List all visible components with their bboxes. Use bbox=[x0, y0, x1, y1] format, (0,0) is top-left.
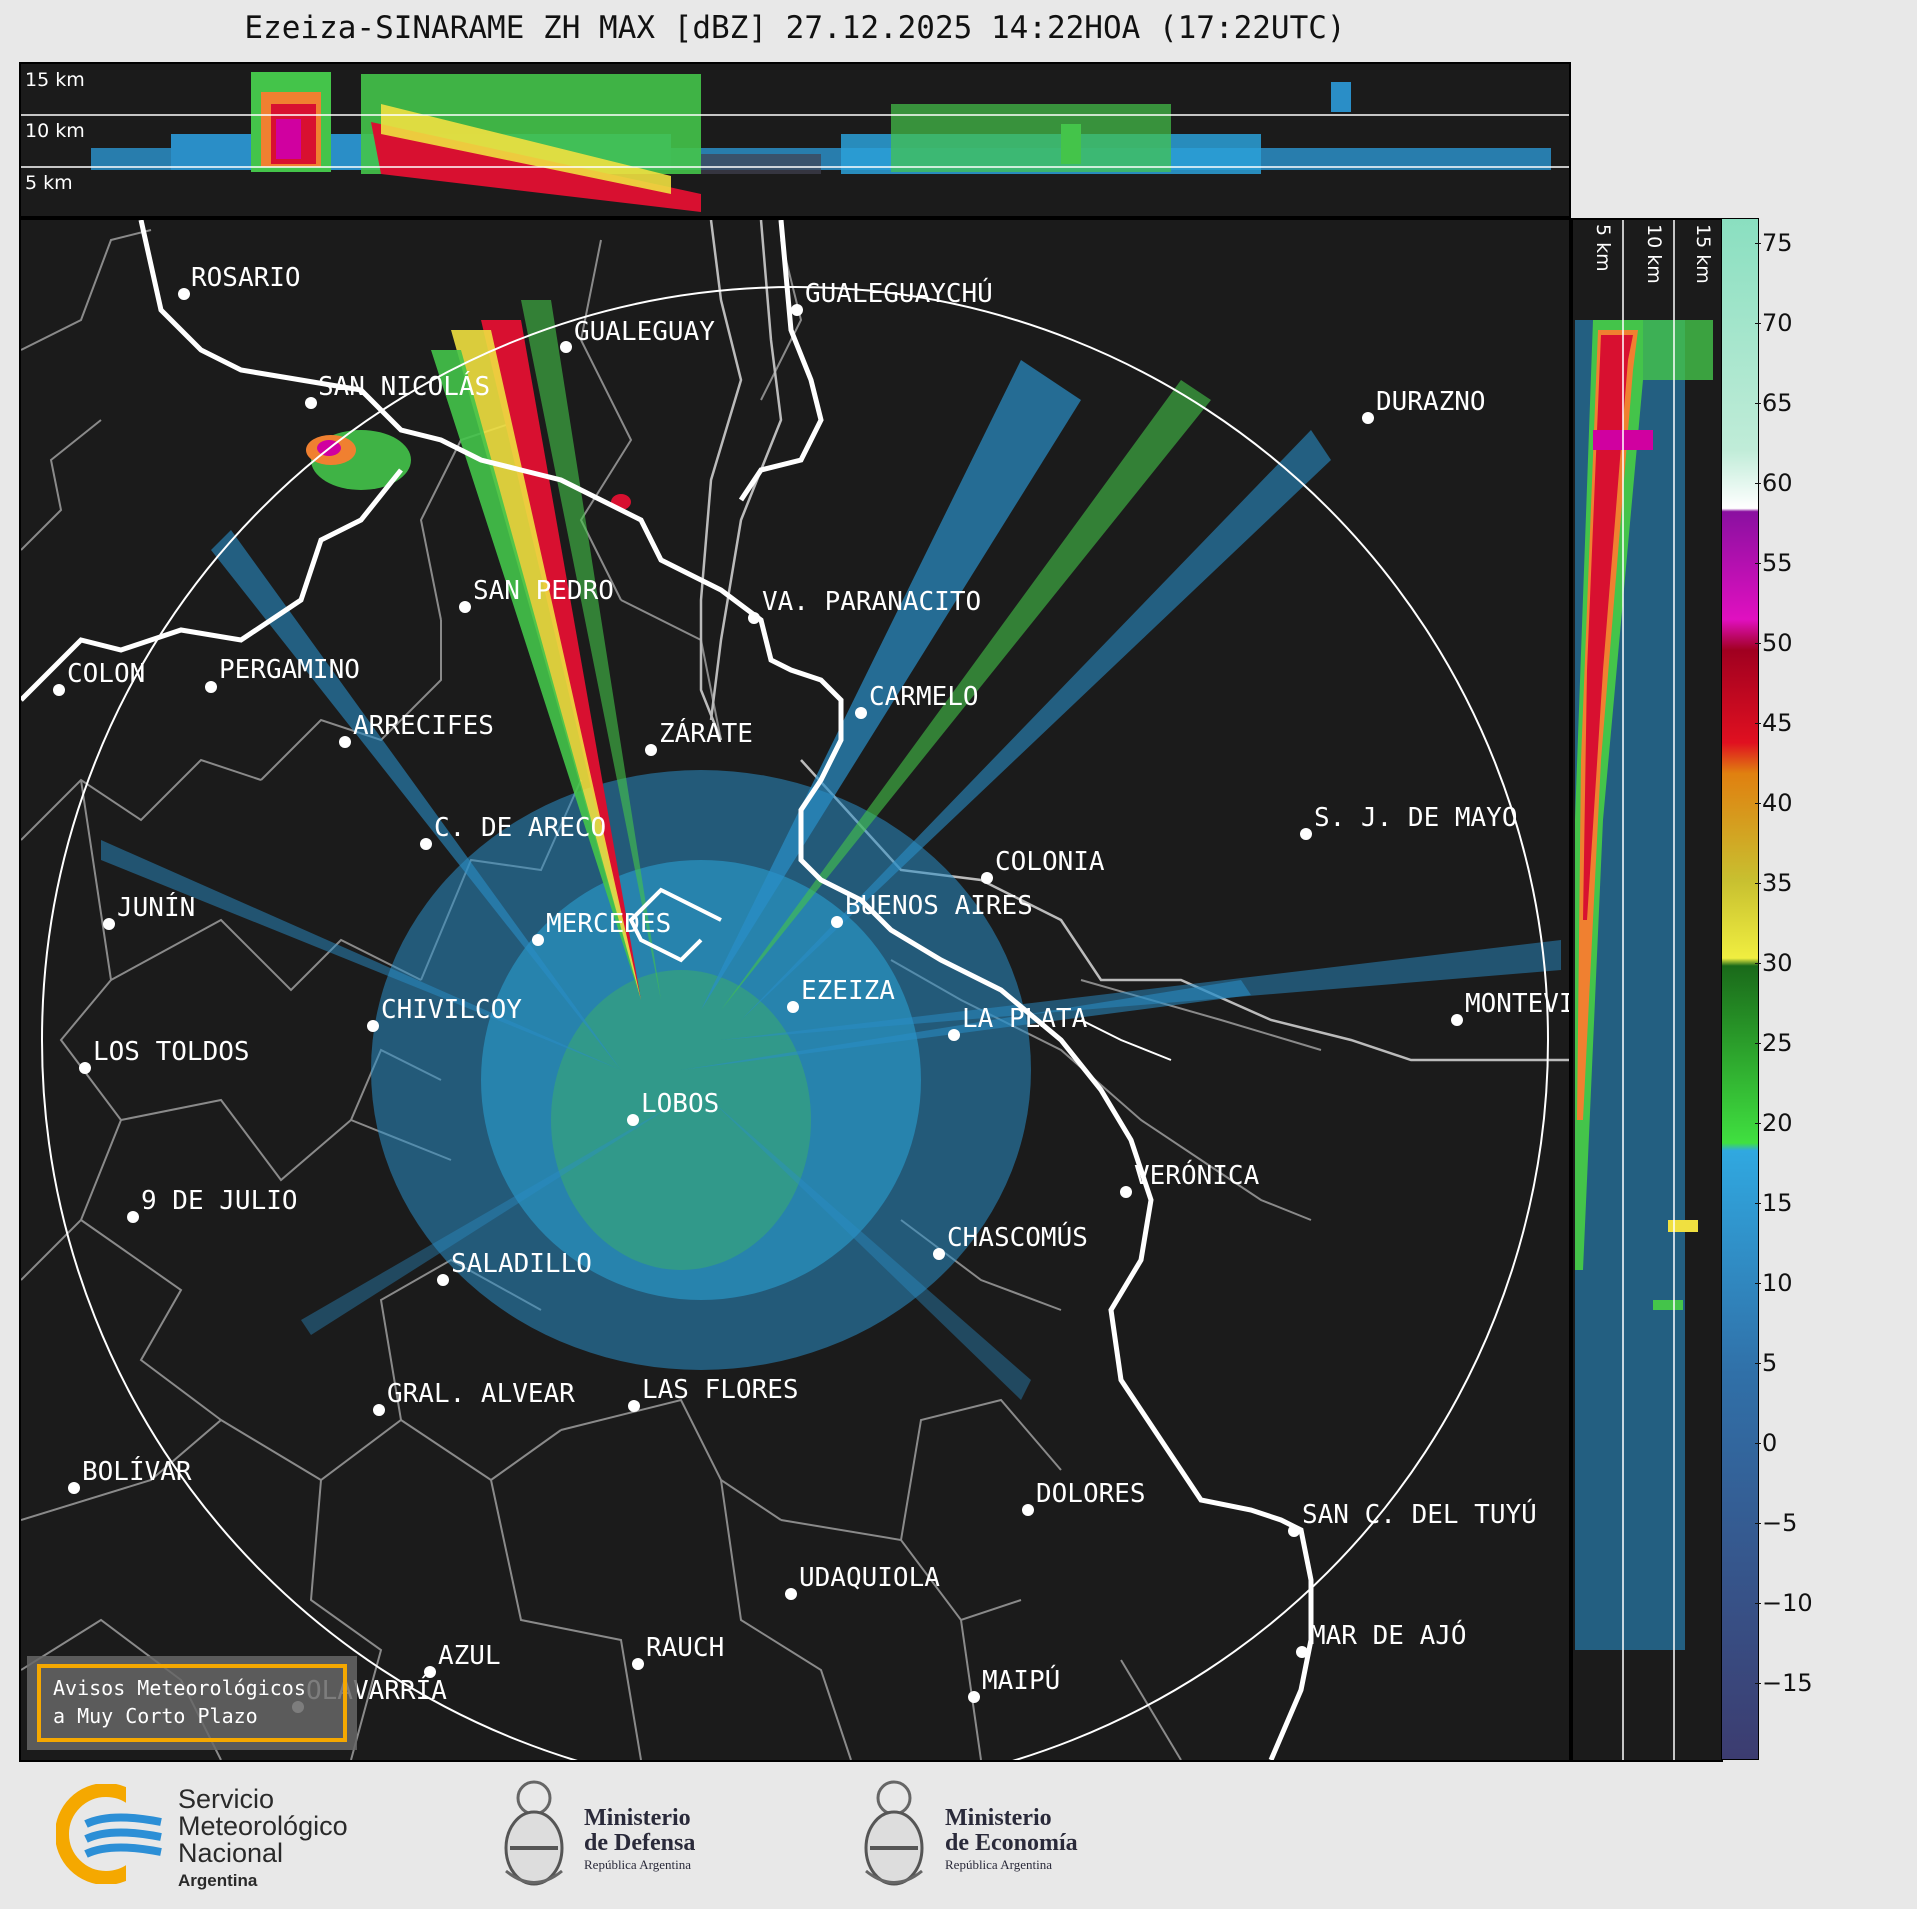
colorbar-tick-25: 25 bbox=[1755, 1029, 1793, 1057]
colorbar-tick-minus10: −10 bbox=[1755, 1589, 1813, 1617]
city-label-rosario: ROSARIO bbox=[191, 263, 301, 293]
colorbar-tick-15: 15 bbox=[1755, 1189, 1793, 1217]
colorbar-tick-45: 45 bbox=[1755, 709, 1793, 737]
city-label-los-toldos: LOS TOLDOS bbox=[93, 1037, 250, 1067]
radar-title: Ezeiza-SINARAME ZH MAX [dBZ] 27.12.2025 … bbox=[244, 10, 1346, 46]
city-label-arrecifes: ARRECIFES bbox=[353, 711, 494, 741]
city-label-va-paranacito: VA. PARANACITO bbox=[762, 587, 981, 617]
top-echo-band bbox=[91, 72, 1551, 212]
coastline bbox=[138, 220, 1314, 1760]
colorbar-tick-minus15: −15 bbox=[1755, 1669, 1813, 1697]
city-label-mar-de-ajo: MAR DE AJÓ bbox=[1310, 1619, 1467, 1651]
smn-line2: Meteorológico bbox=[178, 1811, 348, 1841]
coat-of-arms-icon bbox=[864, 1780, 924, 1886]
city-label-c-de-areco: C. DE ARECO bbox=[434, 813, 606, 843]
city-label-maipu: MAIPÚ bbox=[982, 1664, 1060, 1696]
colorbar-tick-10: 10 bbox=[1755, 1269, 1793, 1297]
footer-logos: Servicio Meteorológico Nacional Argentin… bbox=[0, 1762, 1917, 1909]
smn-line3: Nacional bbox=[178, 1838, 284, 1868]
colorbar-tick-20: 20 bbox=[1755, 1109, 1793, 1137]
colorbar-tick-65: 65 bbox=[1755, 389, 1793, 417]
city-label-gualeguaychu: GUALEGUAYCHÚ bbox=[805, 277, 993, 309]
warning-box[interactable]: Avisos Meteorológicos a Muy Corto Plazo bbox=[27, 1656, 357, 1750]
city-label-chivilcoy: CHIVILCOY bbox=[381, 995, 522, 1025]
smn-line1: Servicio bbox=[178, 1784, 275, 1814]
colorbar-tick-60: 60 bbox=[1755, 469, 1793, 497]
city-label-san-c-del-tuyu: SAN C. DEL TUYÚ bbox=[1302, 1498, 1537, 1530]
side-height-label-5km: 5 km bbox=[1592, 224, 1614, 272]
side-height-label-15km: 15 km bbox=[1692, 224, 1714, 284]
top-height-label-5km: 5 km bbox=[25, 172, 73, 194]
colorbar-tick-75: 75 bbox=[1755, 229, 1793, 257]
city-label-junin: JUNÍN bbox=[117, 891, 195, 923]
colorbar-tick-50: 50 bbox=[1755, 629, 1793, 657]
city-label-carmelo: CARMELO bbox=[869, 682, 979, 712]
colorbar-tick-40: 40 bbox=[1755, 789, 1793, 817]
colorbar-tick-minus5: −5 bbox=[1754, 1509, 1798, 1537]
city-label-ezeiza: EZEIZA bbox=[801, 976, 895, 1006]
dbz-colorbar bbox=[1721, 218, 1759, 1760]
colorbar-tick-0: 0 bbox=[1754, 1429, 1778, 1457]
economia-line2: de Economía bbox=[945, 1830, 1078, 1856]
city-label-saladillo: SALADILLO bbox=[451, 1249, 592, 1279]
radar-map-panel[interactable]: ROSARIO GUALEGUAYCHÚ GUALEGUAY SAN NICOL… bbox=[19, 218, 1571, 1762]
city-label-las-flores: LAS FLORES bbox=[642, 1375, 799, 1405]
coat-of-arms-icon bbox=[504, 1780, 564, 1886]
city-label-buenos-aires: BUENOS AIRES bbox=[845, 891, 1033, 921]
warning-box-line1: Avisos Meteorológicos bbox=[53, 1676, 306, 1700]
colorbar-tick-5: 5 bbox=[1754, 1349, 1778, 1377]
city-label-veronica: VERÓNICA bbox=[1134, 1159, 1260, 1191]
city-label-durazno: DURAZNO bbox=[1376, 387, 1486, 417]
smn-logo-icon bbox=[56, 1784, 166, 1884]
city-label-dolores: DOLORES bbox=[1036, 1479, 1146, 1509]
top-cross-section-panel: 15 km 10 km 5 km bbox=[19, 62, 1571, 218]
city-label-mercedes: MERCEDES bbox=[546, 909, 671, 939]
economia-line1: Ministerio bbox=[945, 1805, 1052, 1831]
city-label-9-de-julio: 9 DE JULIO bbox=[141, 1186, 298, 1216]
radar-echoes bbox=[101, 300, 1561, 1400]
economia-logo-text: Ministerio de Economía República Argenti… bbox=[945, 1806, 1078, 1874]
defensa-line1: Ministerio bbox=[584, 1805, 691, 1831]
colorbar-tick-55: 55 bbox=[1755, 549, 1793, 577]
smn-line4: Argentina bbox=[178, 1871, 258, 1890]
city-label-sj-de-mayo: S. J. DE MAYO bbox=[1314, 803, 1518, 833]
defensa-line3: República Argentina bbox=[584, 1857, 691, 1872]
top-height-label-10km: 10 km bbox=[25, 120, 85, 142]
top-height-label-15km: 15 km bbox=[25, 69, 85, 91]
city-label-gualeguay: GUALEGUAY bbox=[574, 317, 715, 347]
city-label-la-plata: LA PLATA bbox=[962, 1004, 1088, 1034]
city-label-pergamino: PERGAMINO bbox=[219, 655, 360, 685]
city-label-colon: COLON bbox=[67, 659, 145, 689]
city-label-udaquiola: UDAQUIOLA bbox=[799, 1563, 940, 1593]
city-label-zarate: ZÁRATE bbox=[659, 717, 753, 749]
city-label-gral-alvear: GRAL. ALVEAR bbox=[387, 1379, 575, 1409]
warning-box-line2: a Muy Corto Plazo bbox=[53, 1704, 258, 1728]
range-ring bbox=[41, 286, 1549, 1760]
colorbar-tick-35: 35 bbox=[1755, 869, 1793, 897]
city-label-montevideo: MONTEVIDEO bbox=[1465, 989, 1569, 1019]
city-label-lobos: LOBOS bbox=[641, 1089, 719, 1119]
defensa-line2: de Defensa bbox=[584, 1830, 696, 1856]
city-label-azul: AZUL bbox=[438, 1641, 501, 1671]
city-label-rauch: RAUCH bbox=[646, 1633, 724, 1663]
city-label-san-nicolas: SAN NICOLÁS bbox=[318, 370, 490, 402]
economia-line3: República Argentina bbox=[945, 1857, 1052, 1872]
city-label-chascomus: CHASCOMÚS bbox=[947, 1221, 1088, 1253]
city-label-bolivar: BOLÍVAR bbox=[82, 1455, 192, 1487]
city-layer: ROSARIO GUALEGUAYCHÚ GUALEGUAY SAN NICOL… bbox=[53, 263, 1569, 1713]
side-echo-band bbox=[1575, 320, 1713, 1650]
city-label-colonia: COLONIA bbox=[995, 847, 1105, 877]
city-label-san-pedro: SAN PEDRO bbox=[473, 576, 614, 606]
side-cross-section-panel: 5 km 10 km 15 km bbox=[1571, 218, 1723, 1762]
colorbar-tick-30: 30 bbox=[1755, 949, 1793, 977]
defensa-logo-text: Ministerio de Defensa República Argentin… bbox=[584, 1806, 695, 1874]
colorbar-tick-70: 70 bbox=[1755, 309, 1793, 337]
smn-logo-text: Servicio Meteorológico Nacional Argentin… bbox=[178, 1786, 348, 1894]
side-height-label-10km: 10 km bbox=[1643, 224, 1665, 284]
